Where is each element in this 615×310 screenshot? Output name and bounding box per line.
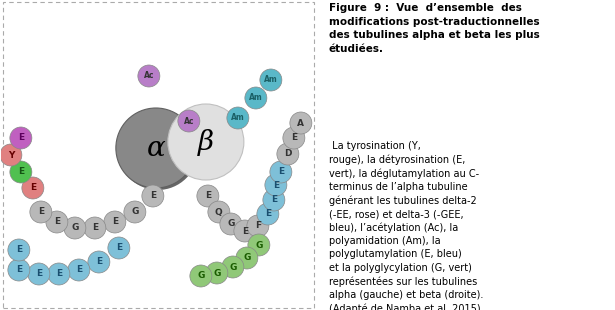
Text: E: E bbox=[92, 224, 98, 232]
Text: G: G bbox=[197, 272, 205, 281]
Circle shape bbox=[227, 107, 249, 129]
Circle shape bbox=[8, 259, 30, 281]
Circle shape bbox=[0, 144, 22, 166]
Text: E: E bbox=[16, 246, 22, 255]
Text: E: E bbox=[54, 218, 60, 227]
Circle shape bbox=[190, 265, 212, 287]
Text: E: E bbox=[56, 269, 62, 278]
Circle shape bbox=[22, 177, 44, 199]
Text: Figure  9 :  Vue  d’ensemble  des
modifications post-traductionnelles
des tubuli: Figure 9 : Vue d’ensemble des modificati… bbox=[328, 3, 539, 54]
Circle shape bbox=[245, 87, 267, 109]
Text: D: D bbox=[284, 149, 292, 158]
Circle shape bbox=[138, 65, 160, 87]
Circle shape bbox=[48, 263, 70, 285]
Circle shape bbox=[265, 174, 287, 196]
Text: A: A bbox=[298, 118, 304, 127]
Text: F: F bbox=[255, 222, 261, 231]
Circle shape bbox=[8, 239, 30, 261]
Circle shape bbox=[84, 217, 106, 239]
Text: Am: Am bbox=[249, 94, 263, 103]
Circle shape bbox=[277, 143, 299, 165]
Circle shape bbox=[248, 234, 270, 256]
Text: Ac: Ac bbox=[144, 72, 154, 81]
Text: E: E bbox=[38, 207, 44, 216]
Text: G: G bbox=[255, 241, 263, 250]
Text: E: E bbox=[18, 134, 24, 143]
Text: E: E bbox=[16, 265, 22, 274]
Text: G: G bbox=[71, 224, 79, 232]
Circle shape bbox=[168, 104, 244, 180]
Text: E: E bbox=[36, 269, 42, 278]
Text: Am: Am bbox=[264, 76, 278, 85]
Circle shape bbox=[104, 211, 126, 233]
Circle shape bbox=[64, 217, 86, 239]
Text: E: E bbox=[273, 180, 279, 189]
Circle shape bbox=[108, 237, 130, 259]
Circle shape bbox=[178, 110, 200, 132]
Circle shape bbox=[30, 201, 52, 223]
Text: E: E bbox=[291, 134, 297, 143]
Circle shape bbox=[263, 189, 285, 211]
Circle shape bbox=[220, 213, 242, 235]
Text: E: E bbox=[205, 192, 211, 201]
Circle shape bbox=[270, 161, 292, 183]
Circle shape bbox=[124, 201, 146, 223]
Text: E: E bbox=[30, 184, 36, 193]
Circle shape bbox=[116, 108, 196, 188]
Text: E: E bbox=[271, 196, 277, 205]
Circle shape bbox=[28, 263, 50, 285]
Text: Y: Y bbox=[7, 150, 14, 160]
Text: G: G bbox=[131, 207, 138, 216]
Text: G: G bbox=[243, 254, 250, 263]
Circle shape bbox=[68, 259, 90, 281]
Text: E: E bbox=[278, 167, 284, 176]
Circle shape bbox=[46, 211, 68, 233]
Circle shape bbox=[88, 251, 110, 273]
Text: E: E bbox=[96, 258, 102, 267]
Circle shape bbox=[234, 220, 256, 242]
Text: E: E bbox=[116, 243, 122, 253]
Text: G: G bbox=[229, 263, 237, 272]
Circle shape bbox=[283, 127, 305, 149]
Text: E: E bbox=[265, 210, 271, 219]
Circle shape bbox=[236, 247, 258, 269]
Text: E: E bbox=[76, 265, 82, 274]
Text: Ac: Ac bbox=[184, 117, 194, 126]
Text: E: E bbox=[18, 167, 24, 176]
Circle shape bbox=[208, 201, 230, 223]
Text: E: E bbox=[242, 227, 248, 236]
Circle shape bbox=[142, 185, 164, 207]
Text: α: α bbox=[146, 135, 165, 162]
Circle shape bbox=[10, 127, 32, 149]
Circle shape bbox=[206, 262, 228, 284]
Circle shape bbox=[222, 256, 244, 278]
Circle shape bbox=[197, 185, 219, 207]
Text: G: G bbox=[213, 268, 221, 277]
Circle shape bbox=[257, 203, 279, 225]
Circle shape bbox=[260, 69, 282, 91]
Circle shape bbox=[290, 112, 312, 134]
Circle shape bbox=[10, 161, 32, 183]
Text: La tyrosination (Y,
rouge), la détyrosination (E,
vert), la déglutamylation au C: La tyrosination (Y, rouge), la détyrosin… bbox=[328, 141, 483, 310]
Text: Q: Q bbox=[215, 207, 223, 216]
Text: E: E bbox=[150, 192, 156, 201]
Text: E: E bbox=[112, 218, 118, 227]
Text: G: G bbox=[227, 219, 234, 228]
Circle shape bbox=[118, 110, 198, 190]
Circle shape bbox=[247, 215, 269, 237]
Text: β: β bbox=[198, 129, 214, 156]
Text: Am: Am bbox=[231, 113, 245, 122]
